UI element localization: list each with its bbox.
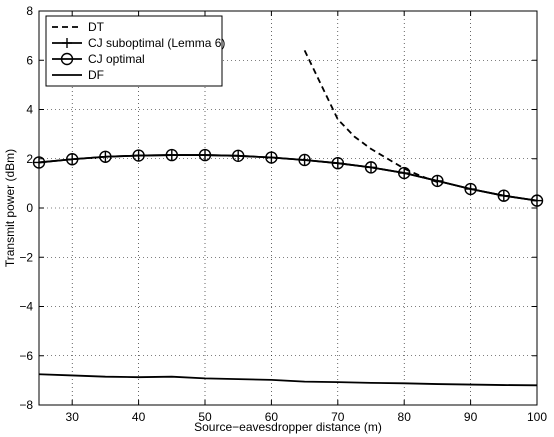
- data-point-circle: [198, 148, 212, 162]
- data-point-circle: [331, 156, 344, 170]
- x-tick-label: 100: [527, 410, 547, 424]
- legend-item: DT: [52, 20, 105, 34]
- data-point-circle: [132, 149, 145, 162]
- y-axis-label: Transmit power (dBm): [3, 149, 17, 267]
- x-tick-label: 90: [464, 410, 478, 424]
- series-2: [32, 148, 544, 207]
- y-tick-label: 2: [26, 152, 33, 166]
- series-3: [38, 373, 538, 387]
- data-point-plus: [62, 38, 72, 48]
- data-point-circle: [231, 149, 245, 162]
- y-tick-label: −2: [19, 250, 33, 264]
- legend-item: CJ optimal: [52, 52, 145, 66]
- series-line: [38, 373, 538, 387]
- data-point-circle: [431, 174, 444, 188]
- x-axis-label: Source−eavesdropper distance (m): [194, 420, 382, 434]
- data-point-circle: [265, 151, 278, 164]
- data-point-circle: [464, 182, 477, 196]
- x-tick-label: 70: [331, 410, 345, 424]
- legend: DT CJ suboptimal (Lemma 6) CJ optimal DF: [45, 15, 225, 87]
- data-point-circle: [364, 161, 378, 174]
- x-tick-label: 80: [398, 410, 412, 424]
- y-tick-label: 0: [26, 201, 33, 215]
- x-tick-label: 50: [198, 410, 212, 424]
- x-tick-label: 60: [265, 410, 279, 424]
- data-point-circle: [65, 153, 79, 166]
- y-tick-label: −8: [19, 398, 33, 412]
- data-point-circle: [298, 153, 311, 167]
- data-point-circle: [497, 189, 510, 202]
- y-tick-label: 6: [26, 53, 33, 67]
- legend-item: DF: [52, 68, 104, 82]
- y-tick-label: −6: [19, 349, 33, 363]
- data-point-circle: [165, 148, 179, 162]
- legend-label: CJ suboptimal (Lemma 6): [88, 36, 225, 50]
- series-0: [303, 50, 438, 183]
- y-tick-label: 4: [26, 103, 33, 117]
- data-point-circle: [99, 150, 112, 163]
- legend-label: DF: [88, 68, 104, 82]
- legend-label: CJ optimal: [88, 52, 145, 66]
- legend-label: DT: [88, 20, 105, 34]
- data-point-circle: [60, 52, 74, 66]
- series-line: [38, 154, 538, 202]
- x-tick-label: 40: [132, 410, 146, 424]
- ticks: 30 40 50 60 70 80 90 100 −8 −6 −4 −2 0 2 4 6 8: [19, 4, 547, 424]
- y-tick-label: 8: [26, 4, 33, 18]
- y-tick-label: −4: [19, 300, 33, 314]
- legend-item: CJ suboptimal (Lemma 6): [52, 36, 225, 50]
- data-point-circle: [398, 166, 411, 180]
- x-tick-label: 30: [66, 410, 80, 424]
- series-line: [303, 50, 438, 183]
